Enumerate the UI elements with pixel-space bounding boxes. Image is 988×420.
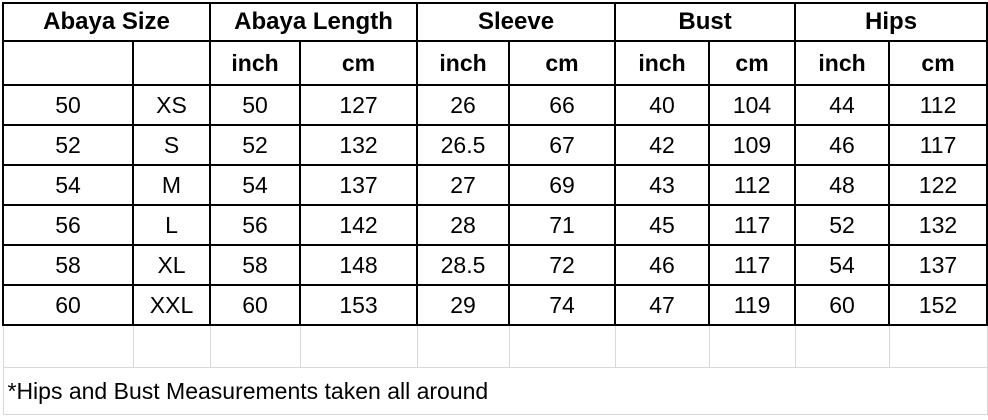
empty-grid-cell <box>888 324 988 368</box>
table-cell: 28.5 <box>416 244 511 286</box>
table-cell: 137 <box>888 244 988 286</box>
table-cell: 60 <box>2 284 134 326</box>
column-group-header: Hips <box>794 2 988 42</box>
empty-grid-cell <box>2 324 134 368</box>
table-cell: 58 <box>209 244 302 286</box>
table-cell: 27 <box>416 164 511 206</box>
unit-header <box>131 40 212 86</box>
unit-header: inch <box>416 40 511 86</box>
table-row: 60 XXL 60 153 29 74 47 119 60 152 <box>2 284 988 326</box>
table-cell: 54 <box>2 164 134 206</box>
group-header-row: Abaya Size Abaya Length Sleeve Bust Hips <box>1 2 988 42</box>
table-cell: 45 <box>614 204 711 246</box>
table-cell: 66 <box>508 84 617 126</box>
table-cell: 142 <box>299 204 419 246</box>
empty-grid-cell <box>209 324 301 368</box>
table-cell: 104 <box>708 84 797 126</box>
footnote-text: *Hips and Bust Measurements taken all ar… <box>2 367 988 415</box>
table-cell: 119 <box>708 284 797 326</box>
empty-grid-cell <box>416 324 510 368</box>
table-cell: 28 <box>416 204 511 246</box>
unit-header-row: inch cm inch cm inch cm inch cm <box>2 40 988 86</box>
table-row: 56 L 56 142 28 71 45 117 52 132 <box>2 204 988 246</box>
empty-grid-cell <box>708 324 796 368</box>
table-cell: 132 <box>299 124 419 166</box>
table-cell: 26.5 <box>416 124 511 166</box>
table-row: 52 S 52 132 26.5 67 42 109 46 117 <box>2 124 988 166</box>
table-cell: 58 <box>2 244 134 286</box>
column-group-header: Sleeve <box>416 2 617 42</box>
table-cell: 60 <box>209 284 302 326</box>
table-cell: 71 <box>508 204 617 246</box>
table-cell: 52 <box>209 124 302 166</box>
table-cell: 112 <box>708 164 797 206</box>
table-cell: 69 <box>508 164 617 206</box>
unit-header: cm <box>888 40 988 86</box>
table-cell: 54 <box>794 244 891 286</box>
table-cell: 50 <box>209 84 302 126</box>
unit-header: inch <box>209 40 302 86</box>
column-group-header: Abaya Size <box>1 2 212 42</box>
table-cell: 112 <box>888 84 988 126</box>
table-cell: 132 <box>888 204 988 246</box>
unit-header: cm <box>708 40 797 86</box>
empty-grid-cell <box>508 324 616 368</box>
empty-grid-cell <box>794 324 890 368</box>
table-cell: 74 <box>508 284 617 326</box>
table-cell: 122 <box>888 164 988 206</box>
table-cell: 26 <box>416 84 511 126</box>
table-cell: 137 <box>299 164 419 206</box>
table-cell: 46 <box>794 124 891 166</box>
table-cell: 52 <box>2 124 134 166</box>
table-cell: 52 <box>794 204 891 246</box>
table-cell: 42 <box>614 124 711 166</box>
table-cell: 152 <box>888 284 988 326</box>
table-cell: XXL <box>131 284 212 326</box>
table-cell: 117 <box>708 244 797 286</box>
table-cell: 50 <box>2 84 134 126</box>
column-group-header: Bust <box>614 2 797 42</box>
table-row: 54 M 54 137 27 69 43 112 48 122 <box>2 164 988 206</box>
table-cell: 56 <box>2 204 134 246</box>
table-row: 50 XS 50 127 26 66 40 104 44 112 <box>2 84 988 126</box>
table-cell: 72 <box>508 244 617 286</box>
table-cell: 29 <box>416 284 511 326</box>
table-cell: 127 <box>299 84 419 126</box>
table-cell: 56 <box>209 204 302 246</box>
table-cell: 54 <box>209 164 302 206</box>
table-cell: S <box>131 124 212 166</box>
unit-header: cm <box>508 40 617 86</box>
empty-grid-cell <box>614 324 710 368</box>
unit-header <box>2 40 134 86</box>
table-cell: M <box>131 164 212 206</box>
empty-grid-cell <box>299 324 418 368</box>
table-cell: 109 <box>708 124 797 166</box>
table-cell: 47 <box>614 284 711 326</box>
table-cell: 46 <box>614 244 711 286</box>
table-cell: 60 <box>794 284 891 326</box>
unit-header: cm <box>299 40 419 86</box>
table-cell: 67 <box>508 124 617 166</box>
table-row: 58 XL 58 148 28.5 72 46 117 54 137 <box>2 244 988 286</box>
table-cell: L <box>131 204 212 246</box>
unit-header: inch <box>614 40 711 86</box>
empty-grid-row <box>2 324 988 368</box>
table-cell: 148 <box>299 244 419 286</box>
column-group-header: Abaya Length <box>209 2 419 42</box>
table-cell: 44 <box>794 84 891 126</box>
table-cell: 117 <box>708 204 797 246</box>
table-cell: 40 <box>614 84 711 126</box>
table-cell: XL <box>131 244 212 286</box>
table-cell: 43 <box>614 164 711 206</box>
footnote-row: *Hips and Bust Measurements taken all ar… <box>2 367 988 415</box>
table-cell: 48 <box>794 164 891 206</box>
table-cell: XS <box>131 84 212 126</box>
empty-grid-cell <box>132 324 211 368</box>
table-cell: 117 <box>888 124 988 166</box>
unit-header: inch <box>794 40 891 86</box>
table-cell: 153 <box>299 284 419 326</box>
